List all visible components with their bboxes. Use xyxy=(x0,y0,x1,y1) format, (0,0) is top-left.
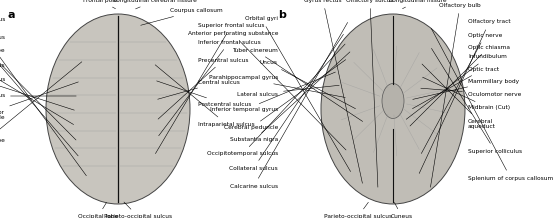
Text: Inferior frontal sulcus: Inferior frontal sulcus xyxy=(159,39,261,136)
Text: Parietal lobe: Parietal lobe xyxy=(0,62,82,143)
Text: Courpus callosum: Courpus callosum xyxy=(140,8,222,25)
Text: Postcentral sulcus: Postcentral sulcus xyxy=(156,81,252,107)
Text: Precentral gyrus: Precentral gyrus xyxy=(0,78,74,110)
Text: Frontal pole: Frontal pole xyxy=(83,0,117,9)
Text: Orbital gyri: Orbital gyri xyxy=(245,17,351,172)
Text: Calcarine sulcus: Calcarine sulcus xyxy=(230,22,348,189)
Text: Olfactory bulb: Olfactory bulb xyxy=(430,3,481,187)
Text: Superior colliculus: Superior colliculus xyxy=(431,48,522,153)
Text: Parahippocampal gyrus: Parahippocampal gyrus xyxy=(208,75,345,97)
Text: Olfactory tract: Olfactory tract xyxy=(419,19,510,174)
Text: Uncus: Uncus xyxy=(260,61,356,109)
Text: Cerebral
aqueduct: Cerebral aqueduct xyxy=(422,64,496,129)
Text: b: b xyxy=(278,10,286,20)
Text: Precentral sulcus: Precentral sulcus xyxy=(158,58,248,119)
Text: Optic tract: Optic tract xyxy=(413,66,499,109)
Text: Parieto-occipital sulcus: Parieto-occipital sulcus xyxy=(104,202,172,218)
Text: Oculomotor nerve: Oculomotor nerve xyxy=(421,88,521,97)
Text: Cuneus: Cuneus xyxy=(391,203,413,218)
Text: Tuber cinereum: Tuber cinereum xyxy=(232,48,363,121)
Text: a: a xyxy=(8,10,15,20)
Text: Longitudinal cerebral fissure: Longitudinal cerebral fissure xyxy=(113,0,197,9)
Text: Inferior frontal gyrus: Inferior frontal gyrus xyxy=(0,63,74,124)
Ellipse shape xyxy=(321,14,465,204)
Text: Lateral sulcus: Lateral sulcus xyxy=(237,85,339,97)
Text: Central sulcus: Central sulcus xyxy=(158,80,240,99)
Text: Optic chiasma: Optic chiasma xyxy=(410,44,510,126)
Ellipse shape xyxy=(46,14,190,204)
Text: Occipitotemporal sulcus: Occipitotemporal sulcus xyxy=(207,44,345,157)
Text: Superior frontal gyrus: Superior frontal gyrus xyxy=(0,17,86,176)
Text: Intraparietal sulcus: Intraparietal sulcus xyxy=(155,65,255,126)
Text: Postcentral gyrus: Postcentral gyrus xyxy=(0,94,76,99)
Text: Parieto-occipital sulcus: Parieto-occipital sulcus xyxy=(324,202,392,218)
Text: Gyrus rectus: Gyrus rectus xyxy=(304,0,362,183)
Text: Inferior temporal gyrus: Inferior temporal gyrus xyxy=(210,72,336,112)
Text: Mammillary body: Mammillary body xyxy=(413,78,519,99)
Ellipse shape xyxy=(382,83,404,119)
Text: Superior frontal sulcus: Superior frontal sulcus xyxy=(155,24,264,154)
Text: Collateral sulcus: Collateral sulcus xyxy=(229,34,343,170)
Text: Occipital lobe: Occipital lobe xyxy=(78,202,118,218)
Text: Cerebral peduncle: Cerebral peduncle xyxy=(223,60,346,131)
Text: Middle frontal gyrus: Middle frontal gyrus xyxy=(0,34,78,156)
Text: Superior
parietal lobule: Superior parietal lobule xyxy=(0,82,79,120)
Text: Midbrain (Cut): Midbrain (Cut) xyxy=(422,77,510,111)
Text: Substantia nigra: Substantia nigra xyxy=(229,52,350,143)
Text: Longitudinal fissure: Longitudinal fissure xyxy=(389,0,447,9)
Text: Splenium of corpus callosum: Splenium of corpus callosum xyxy=(431,29,553,181)
Text: Infundibulum: Infundibulum xyxy=(406,54,507,119)
Text: Frontal lobe: Frontal lobe xyxy=(0,48,76,140)
Text: Olfactory sulcus: Olfactory sulcus xyxy=(346,0,394,187)
Text: Optic nerve: Optic nerve xyxy=(421,32,502,153)
Text: Anterior perforating substance: Anterior perforating substance xyxy=(187,31,346,150)
